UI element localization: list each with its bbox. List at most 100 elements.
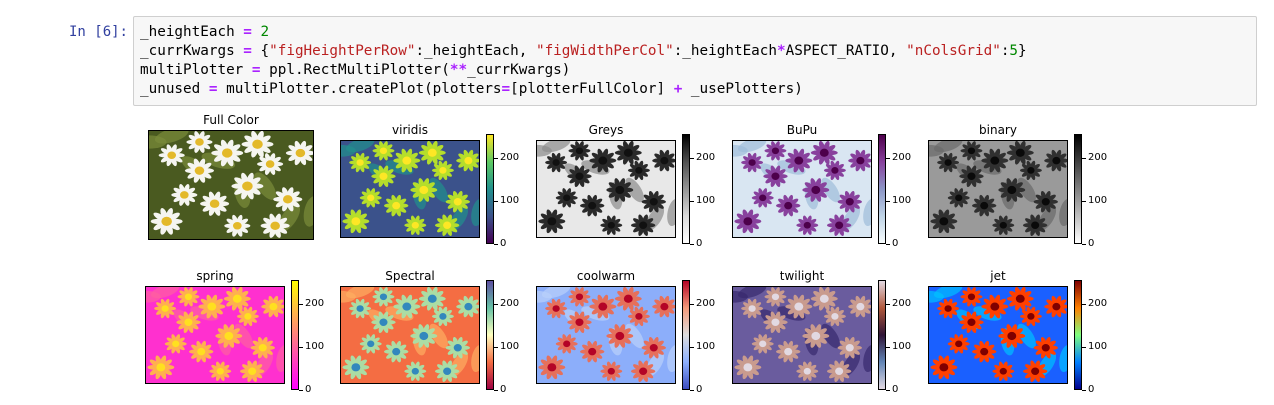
colorbar-tick-label: 100 — [500, 340, 520, 352]
code-token: ** — [449, 62, 468, 78]
colorbar-tick — [886, 157, 890, 159]
code-cell[interactable]: _heightEach = 2 _currKwargs = {"figHeight… — [133, 16, 1257, 106]
colorbar-tick — [690, 346, 694, 348]
colorbar-tick-label: 0 — [1088, 384, 1095, 395]
colorbar-tick — [299, 346, 303, 348]
code-token: { — [251, 43, 270, 59]
code-token: + — [673, 81, 683, 97]
colorbar-tick-label: 200 — [1088, 297, 1108, 309]
colorbar-tick — [494, 200, 498, 202]
colorbar-tick-label: 100 — [892, 340, 912, 352]
colorbar-tick-label: 100 — [305, 340, 325, 352]
code-token: = — [243, 43, 252, 59]
code-token: _heightEach — [140, 24, 244, 40]
code-token: } — [1018, 43, 1027, 59]
colorbar-tick — [690, 157, 694, 159]
code-token: "figHeightPerRow" — [269, 43, 416, 59]
code-token: "figWidthPerCol" — [535, 43, 674, 59]
code-token: = — [243, 24, 252, 40]
image-jet — [928, 286, 1068, 384]
colorbar-tick — [494, 157, 498, 159]
code-line: _currKwargs = {"figHeightPerRow" :_height… — [140, 42, 1252, 61]
image-viridis — [340, 140, 480, 238]
code-token: * — [777, 43, 786, 59]
colorbar-twilight — [878, 280, 886, 390]
code-token: ASPECT_RATIO, — [785, 43, 907, 59]
colorbar-tick-label: 200 — [1088, 151, 1108, 163]
code-token: [plotterFullColor] — [510, 81, 674, 97]
code-token: = — [251, 62, 261, 78]
image-binary — [928, 140, 1068, 238]
colorbar-tick-label: 100 — [892, 194, 912, 206]
colorbar-tick-label: 0 — [892, 238, 899, 249]
colorbar-binary — [1074, 134, 1082, 244]
colorbar-Spectral — [486, 280, 494, 390]
code-token: 2 — [260, 24, 270, 40]
colorbar-tick — [1082, 346, 1086, 348]
colorbar-tick — [299, 303, 303, 305]
input-prompt: In [6]: — [68, 24, 128, 40]
colorbar-tick-label: 100 — [1088, 194, 1108, 206]
colorbar-tick — [886, 303, 890, 305]
colorbar-tick-label: 100 — [696, 194, 716, 206]
panel-title: Full Color — [203, 113, 259, 127]
colorbar-spring — [291, 280, 299, 390]
colorbar-tick-label: 0 — [500, 238, 507, 249]
colorbar-tick — [1082, 157, 1086, 159]
image-Greys — [536, 140, 676, 238]
code-token: _unused — [140, 81, 209, 97]
panel-title: twilight — [779, 269, 825, 283]
colorbar-tick-label: 0 — [892, 384, 899, 395]
colorbar-BuPu — [878, 134, 886, 244]
code-token: "nColsGrid" — [906, 43, 1001, 59]
colorbar-tick — [299, 390, 303, 391]
colorbar-tick — [690, 200, 694, 202]
colorbar-tick — [1082, 200, 1086, 202]
colorbar-tick — [886, 346, 890, 348]
image-BuPu — [732, 140, 872, 238]
colorbar-tick — [494, 244, 498, 245]
code-token: ppl.RectMultiPlotter( — [260, 62, 450, 78]
colorbar-tick — [690, 390, 694, 391]
code-token: _currKwargs — [140, 43, 244, 59]
code-token — [252, 24, 261, 40]
colorbar-tick-label: 200 — [696, 151, 716, 163]
colorbar-tick-label: 200 — [892, 297, 912, 309]
colorbar-tick — [690, 244, 694, 245]
panel-title: jet — [990, 269, 1006, 283]
code-token: : — [1000, 43, 1010, 59]
colorbar-tick — [494, 346, 498, 348]
colorbar-tick-label: 100 — [1088, 340, 1108, 352]
code-token: :_heightEach — [673, 43, 777, 59]
colorbar-tick — [886, 200, 890, 202]
colorbar-tick-label: 0 — [696, 384, 703, 395]
colorbar-tick — [886, 390, 890, 391]
code-line: _unused = multiPlotter.createPlot(plotte… — [140, 80, 1252, 99]
panel-title: Spectral — [385, 269, 435, 283]
panel-title: viridis — [392, 123, 428, 137]
colorbar-viridis — [486, 134, 494, 244]
colorbar-Greys — [682, 134, 690, 244]
image-fullcolor — [148, 130, 314, 240]
panel-title: Greys — [588, 123, 624, 137]
panel-title: BuPu — [786, 123, 818, 137]
colorbar-tick — [886, 244, 890, 245]
image-spring — [145, 286, 285, 384]
colorbar-tick — [690, 303, 694, 305]
code-line: multiPlotter = ppl.RectMultiPlotter(**_c… — [140, 61, 1252, 80]
colorbar-tick-label: 200 — [892, 151, 912, 163]
image-twilight — [732, 286, 872, 384]
colorbar-tick — [494, 390, 498, 391]
colorbar-tick-label: 200 — [696, 297, 716, 309]
image-Spectral — [340, 286, 480, 384]
colorbar-tick-label: 100 — [500, 194, 520, 206]
code-token: multiPlotter.createPlot(plotters — [217, 81, 502, 97]
colorbar-tick-label: 100 — [696, 340, 716, 352]
colorbar-coolwarm — [682, 280, 690, 390]
colorbar-tick-label: 0 — [1088, 238, 1095, 249]
colorbar-tick-label: 200 — [500, 297, 520, 309]
panel-title: binary — [979, 123, 1017, 137]
colorbar-tick — [1082, 303, 1086, 305]
colorbar-tick-label: 200 — [500, 151, 520, 163]
colorbar-tick — [1082, 244, 1086, 245]
